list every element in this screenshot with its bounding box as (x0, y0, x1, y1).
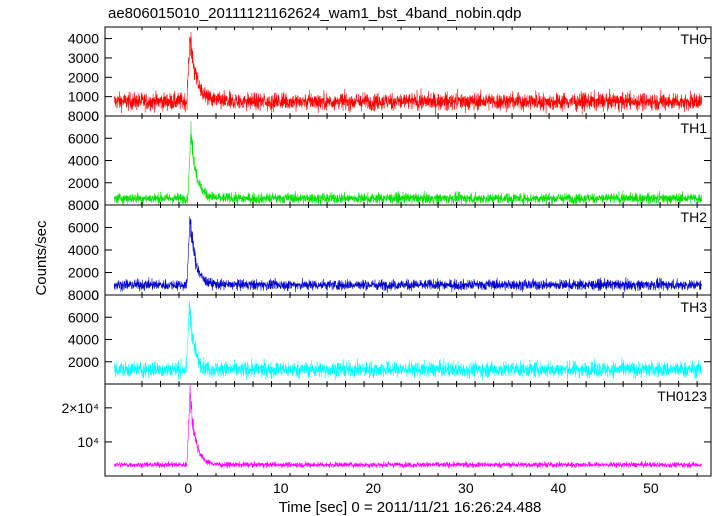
panel-th3: 2000 4000 6000 8000 TH3 (68, 287, 712, 385)
panel-label-th1: TH1 (681, 120, 708, 136)
panel-label-th0123: TH0123 (657, 388, 707, 404)
y-tick-label: 6000 (68, 130, 99, 146)
y-tick-label: 2000 (68, 175, 99, 191)
panel-label-th3: TH3 (681, 299, 708, 315)
y-tick-label: 2000 (68, 265, 99, 281)
panel-label-th0: TH0 (681, 31, 708, 47)
y-tick-label: 4000 (68, 153, 99, 169)
y-tick-label: 6000 (68, 309, 99, 325)
y-tick-label: 1000 (68, 89, 99, 105)
y-tick-label: 2000 (68, 354, 99, 370)
y-tick-label: 4000 (68, 332, 99, 348)
y-tick-label: 4000 (68, 242, 99, 258)
y-tick-label: 8000 (68, 108, 99, 124)
panel-th0: 0 1000 2000 3000 4000 TH0 (68, 26, 712, 124)
panel-th1: 0 2000 4000 6000 8000 TH1 (68, 108, 712, 213)
panel-th0123: 10⁴ 2×10⁴ TH0123 (61, 383, 712, 477)
y-tick-label: 6000 (68, 220, 99, 236)
x-axis-label: Time [sec] 0 = 2011/11/21 16:26:24.488 (279, 499, 542, 516)
series-line-th3 (114, 300, 702, 381)
panel-frame (104, 115, 712, 206)
y-tick-label: 4000 (68, 31, 99, 47)
y-tick-label: 0 (91, 108, 99, 124)
x-tick-label: 30 (458, 480, 474, 496)
y-tick-label: 8000 (68, 197, 99, 213)
x-tick-label: 10 (273, 480, 289, 496)
y-tick-label: 8000 (68, 287, 99, 303)
series-line-th0123 (114, 384, 702, 470)
x-tick-label: 20 (366, 480, 382, 496)
panel-label-th2: TH2 (681, 209, 708, 225)
series-line-th0 (114, 31, 702, 116)
x-tick-label: 0 (184, 480, 192, 496)
y-tick-label: 0 (91, 287, 99, 303)
y-tick-label: 2000 (68, 69, 99, 85)
y-tick-label: 10⁴ (77, 434, 99, 450)
x-tick-label: 50 (643, 480, 659, 496)
y-tick-label: 0 (91, 197, 99, 213)
series-line-th1 (114, 121, 702, 206)
chart-title: ae806015010_20111121162624_wam1_bst_4ban… (108, 5, 521, 22)
y-tick-label: 2×10⁴ (61, 400, 99, 416)
y-tick-label: 3000 (68, 50, 99, 66)
y-axis-label: Counts/sec (33, 220, 50, 296)
series-line-th2 (114, 216, 702, 293)
x-tick-label: 40 (551, 480, 567, 496)
panel-th2: 0 2000 4000 6000 8000 TH2 (68, 197, 712, 303)
panel-frame (104, 383, 712, 477)
